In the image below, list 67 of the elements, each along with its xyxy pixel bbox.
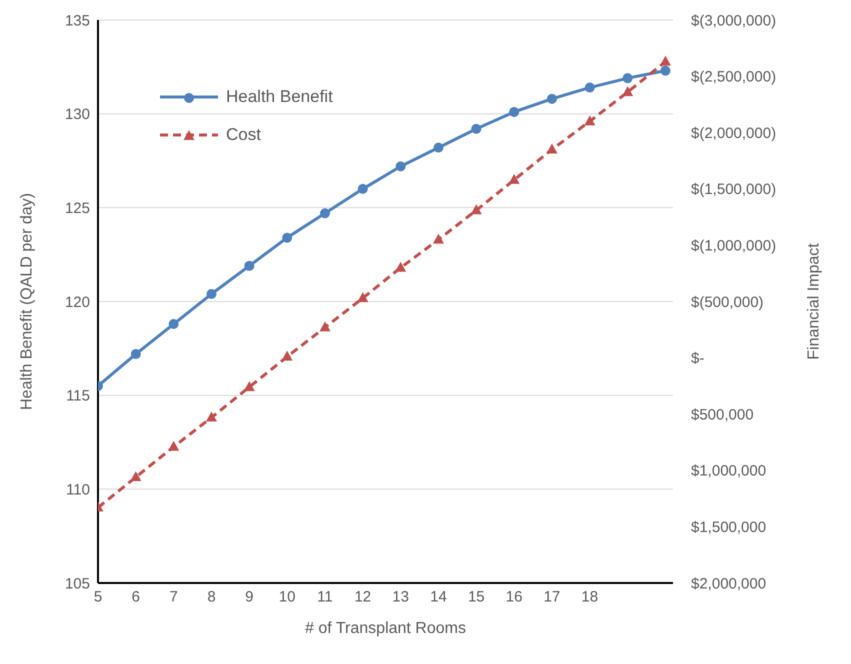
point: [546, 94, 557, 104]
point: [168, 440, 180, 451]
point: [358, 184, 368, 194]
point: [546, 143, 558, 154]
point: [508, 174, 520, 184]
x-tick-label: 13: [392, 588, 409, 606]
x-tick-label: 5: [94, 588, 102, 606]
point: [168, 319, 179, 330]
x-tick-label: 11: [317, 588, 333, 606]
y2-tick-label: $1,000,000: [691, 462, 766, 480]
point: [509, 106, 520, 117]
point: [470, 204, 482, 214]
point: [282, 350, 293, 361]
point: [584, 82, 595, 93]
y2-tick-label: $(500,000): [691, 294, 764, 311]
y2-tick-label: $(1,000,000): [691, 238, 776, 255]
y2-tick-label: $(1,500,000): [691, 181, 776, 198]
y2-tick-label: $-: [691, 350, 704, 368]
y-tick-label: 135: [64, 12, 90, 30]
point: [584, 115, 596, 126]
point: [622, 73, 633, 84]
point: [433, 142, 444, 153]
y-tick-label: 110: [66, 481, 90, 498]
point: [357, 292, 368, 302]
point: [282, 232, 292, 243]
point: [395, 262, 406, 272]
point: [244, 260, 254, 271]
y2-tick-label: $(3,000,000): [691, 12, 776, 30]
y-tick-label: 115: [66, 388, 90, 405]
y-tick-label: 120: [64, 294, 90, 311]
point: [471, 124, 482, 134]
x-tick-label: 6: [132, 588, 140, 606]
legend-label: Health Benefit: [226, 87, 333, 107]
point: [206, 411, 217, 422]
point: [622, 86, 634, 96]
y2-tick-label: $1,500,000: [691, 519, 766, 536]
point: [660, 56, 671, 66]
x-axis-title: # of Transplant Rooms: [305, 620, 466, 637]
x-tick-label: 12: [354, 588, 372, 606]
y2-tick-label: $(2,500,000): [691, 68, 776, 86]
y2-tick-label: $(2,000,000): [691, 124, 776, 142]
point: [396, 161, 406, 172]
y-tick-label: 130: [64, 106, 90, 124]
x-tick-label: 8: [207, 588, 216, 606]
point: [244, 381, 255, 392]
x-tick-label: 14: [430, 588, 447, 606]
y2-tick-label: $500,000: [691, 406, 754, 424]
x-tick-label: 18: [581, 588, 598, 606]
point: [660, 66, 670, 76]
point: [206, 288, 216, 299]
x-tick-label: 16: [506, 588, 522, 606]
x-tick-label: 10: [278, 588, 296, 606]
y2-tick-label: $2,000,000: [691, 575, 766, 592]
legend-label: Cost: [226, 125, 261, 145]
y2-axis-title: Financial Impact: [806, 242, 823, 360]
point: [130, 349, 141, 360]
x-tick-label: 7: [169, 588, 178, 606]
y-axis-title: Health Benefit (QALD per day): [18, 193, 36, 410]
y-tick-label: 125: [64, 200, 90, 217]
x-tick-label: 15: [468, 588, 485, 606]
point: [130, 471, 142, 482]
y-tick-label: 105: [64, 575, 90, 592]
x-tick-label: 9: [245, 588, 254, 606]
point: [320, 208, 330, 218]
point: [432, 234, 444, 244]
point: [319, 321, 330, 332]
x-tick-label: 17: [544, 588, 560, 606]
